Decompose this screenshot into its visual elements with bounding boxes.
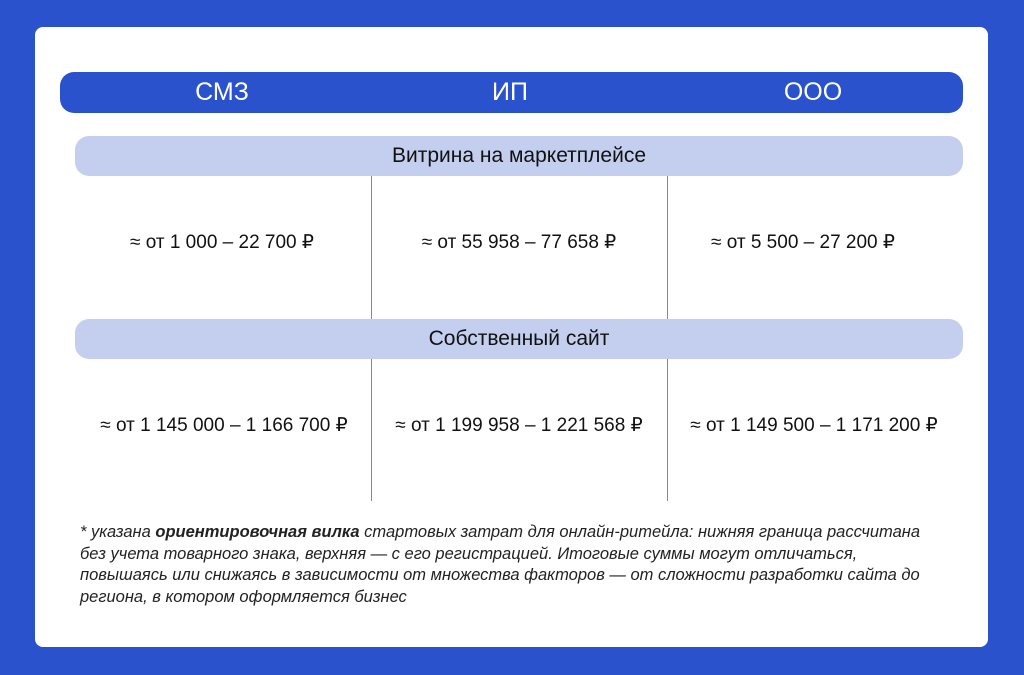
section-own-site: Собственный сайт [75, 319, 963, 359]
footnote-rest: стартовых затрат для онлайн-ритейла: ниж… [80, 523, 921, 606]
divider [371, 359, 372, 501]
section-marketplace: Витрина на маркетплейсе [75, 136, 963, 176]
value-smz-marketplace: ≈ от 1 000 – 22 700 ₽ [130, 232, 314, 253]
value-ooo-marketplace: ≈ от 5 500 – 27 200 ₽ [711, 232, 895, 253]
divider [667, 176, 668, 319]
value-ooo-site: ≈ от 1 149 500 – 1 171 200 ₽ [690, 415, 938, 436]
footnote-prefix: * указана [80, 523, 156, 541]
divider [667, 359, 668, 501]
value-ip-marketplace: ≈ от 55 958 – 77 658 ₽ [421, 232, 617, 253]
footnote: * указана ориентировочная вилка стартовы… [80, 522, 940, 608]
column-ooo: ООО [783, 78, 843, 106]
divider [371, 176, 372, 319]
value-ip-site: ≈ от 1 199 958 – 1 221 568 ₽ [395, 415, 643, 436]
footnote-bold: ориентировочная вилка [155, 523, 360, 541]
column-ip: ИП [492, 78, 528, 106]
header-bar: СМЗ ИП ООО [60, 72, 963, 113]
column-smz: СМЗ [195, 78, 249, 106]
value-smz-site: ≈ от 1 145 000 – 1 166 700 ₽ [100, 415, 348, 436]
